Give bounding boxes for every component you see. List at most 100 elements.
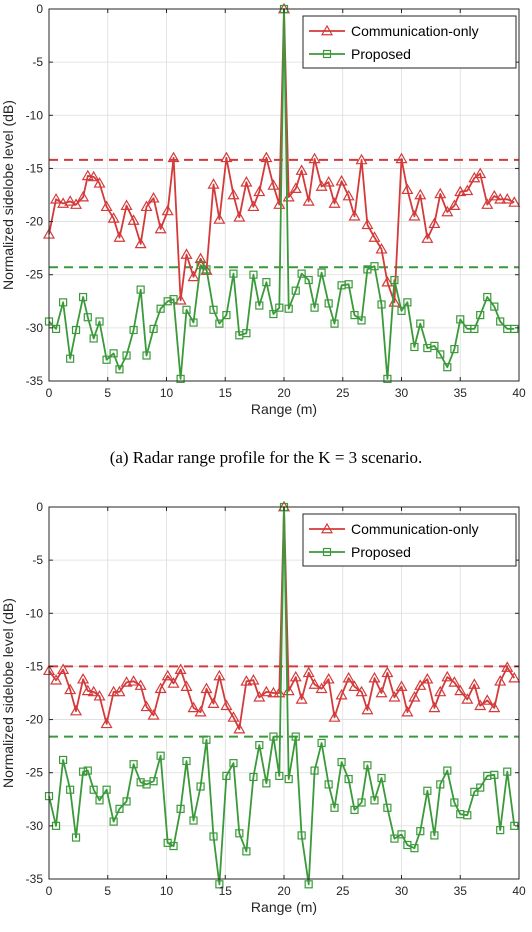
data-point xyxy=(494,193,507,204)
x-axis-label: Range (m) xyxy=(251,899,317,915)
data-point xyxy=(262,278,271,287)
data-point xyxy=(474,699,487,711)
data-point xyxy=(107,685,120,697)
data-point xyxy=(174,663,187,674)
data-point xyxy=(180,680,193,691)
chart-b: 0 5 10 15 20 25 30 35 40 0 -5 -10 -15 -20 -25 -30 -35 Ran… xyxy=(0,500,526,915)
y-tick-label: -30 xyxy=(26,321,44,335)
x-tick-label: 35 xyxy=(454,386,468,400)
x-tick-label: 25 xyxy=(336,386,350,400)
data-point xyxy=(330,803,339,812)
data-point xyxy=(368,671,381,683)
data-point xyxy=(470,324,479,334)
x-tick-label: 10 xyxy=(160,884,174,898)
data-point xyxy=(510,324,519,334)
data-point xyxy=(501,193,514,204)
data-point xyxy=(213,669,226,681)
data-point xyxy=(189,816,198,825)
y-tick-label: -25 xyxy=(26,766,44,780)
legend-marker xyxy=(322,547,332,557)
data-point xyxy=(448,199,461,210)
data-point xyxy=(169,841,178,851)
data-point xyxy=(149,324,158,334)
data-point xyxy=(461,693,474,704)
data-point xyxy=(370,262,379,271)
data-point xyxy=(481,694,494,705)
data-point xyxy=(120,676,133,687)
data-point xyxy=(78,767,88,776)
y-tick-label: -15 xyxy=(26,659,44,673)
data-point xyxy=(136,285,145,294)
data-point xyxy=(213,213,226,224)
data-point xyxy=(77,190,90,202)
series-line xyxy=(48,506,516,886)
data-point xyxy=(109,817,118,826)
data-point xyxy=(304,880,313,889)
data-point xyxy=(483,292,492,302)
x-tick-label: 30 xyxy=(395,386,409,400)
series-line xyxy=(48,8,515,380)
x-tick-label: 0 xyxy=(46,386,53,400)
data-point xyxy=(78,292,88,302)
data-point xyxy=(304,275,313,285)
data-point xyxy=(328,711,341,722)
data-point xyxy=(357,316,366,325)
x-tick-label: 30 xyxy=(395,884,409,898)
data-point xyxy=(154,682,167,694)
data-point xyxy=(51,324,61,334)
data-point xyxy=(207,178,220,189)
data-point xyxy=(395,152,408,164)
data-point xyxy=(297,831,306,840)
legend-box xyxy=(302,15,517,69)
data-point xyxy=(93,177,106,188)
data-point xyxy=(100,717,113,729)
data-point xyxy=(355,685,368,697)
data-point xyxy=(182,756,191,766)
data-point xyxy=(503,767,512,776)
x-tick-label: 5 xyxy=(104,884,111,898)
data-point xyxy=(344,280,353,289)
data-point xyxy=(187,270,200,282)
data-point xyxy=(368,231,381,242)
y-tick-label: 0 xyxy=(36,2,43,16)
data-point xyxy=(494,675,507,686)
data-point xyxy=(408,210,421,221)
data-point xyxy=(295,693,308,704)
data-point xyxy=(308,152,321,164)
data-point xyxy=(140,700,153,712)
data-point xyxy=(463,811,472,820)
data-point xyxy=(297,269,306,278)
data-point xyxy=(416,319,425,328)
data-point xyxy=(207,697,220,708)
data-point xyxy=(291,732,300,741)
data-point xyxy=(275,771,284,781)
data-point xyxy=(154,222,167,234)
data-point xyxy=(337,757,346,767)
data-point xyxy=(156,304,165,313)
data-point xyxy=(302,195,315,206)
data-point xyxy=(142,351,151,360)
y-tick-label: -30 xyxy=(26,819,44,833)
x-tick-label: 5 xyxy=(104,386,111,400)
data-point xyxy=(222,311,231,320)
data-point xyxy=(255,301,264,310)
data-point xyxy=(375,686,388,698)
x-tick-label: 0 xyxy=(46,884,53,898)
x-tick-label: 40 xyxy=(512,884,526,898)
data-point xyxy=(450,345,459,354)
data-point xyxy=(284,304,293,313)
y-tick-label: -20 xyxy=(26,215,44,229)
data-point xyxy=(395,680,408,691)
data-point xyxy=(220,151,233,163)
data-point xyxy=(71,833,81,842)
data-point xyxy=(434,187,447,199)
legend-marker xyxy=(322,49,332,59)
data-point xyxy=(249,772,258,782)
legend-label: Proposed xyxy=(351,46,411,62)
data-point xyxy=(176,374,185,383)
data-point xyxy=(390,834,399,843)
data-point xyxy=(229,269,238,278)
legend-label: Proposed xyxy=(351,544,411,560)
data-point xyxy=(508,196,521,207)
data-point xyxy=(390,275,399,285)
